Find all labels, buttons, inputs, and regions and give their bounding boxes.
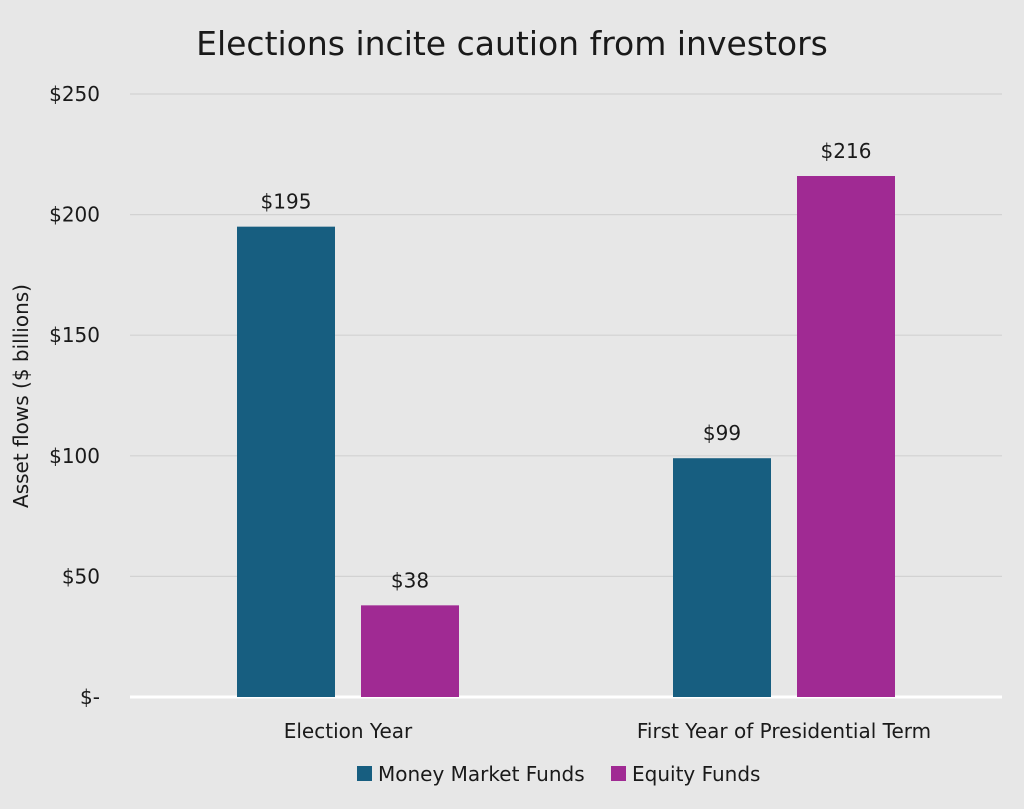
legend-swatch <box>611 766 626 781</box>
y-tick-label: $200 <box>49 203 100 227</box>
y-tick-label: $250 <box>49 82 100 106</box>
legend-label: Equity Funds <box>632 762 760 786</box>
bar-money-market-funds <box>673 458 771 697</box>
bars <box>237 176 895 697</box>
data-label: $99 <box>703 421 741 445</box>
bar-money-market-funds <box>237 226 335 697</box>
y-tick-label: $100 <box>49 444 100 468</box>
y-axis-title: Asset flows ($ billions) <box>9 284 33 508</box>
bar-equity-funds <box>797 176 895 697</box>
value-labels: $195 $38 $99 $216 <box>261 139 872 592</box>
legend-label: Money Market Funds <box>378 762 585 786</box>
y-tick-label: $- <box>80 685 100 709</box>
legend-swatch <box>357 766 372 781</box>
chart-title: Elections incite caution from investors <box>196 24 828 63</box>
y-tick-label: $150 <box>49 323 100 347</box>
legend: Money Market Funds Equity Funds <box>357 762 760 786</box>
data-label: $195 <box>261 190 312 214</box>
data-label: $216 <box>821 139 872 163</box>
x-axis-categories: Election Year First Year of Presidential … <box>284 719 931 743</box>
y-axis-ticks: $- $50 $100 $150 $200 $250 <box>49 82 100 709</box>
x-category-label: First Year of Presidential Term <box>637 719 931 743</box>
x-category-label: Election Year <box>284 719 413 743</box>
y-tick-label: $50 <box>62 564 100 588</box>
data-label: $38 <box>391 568 429 592</box>
bar-equity-funds <box>361 605 459 697</box>
